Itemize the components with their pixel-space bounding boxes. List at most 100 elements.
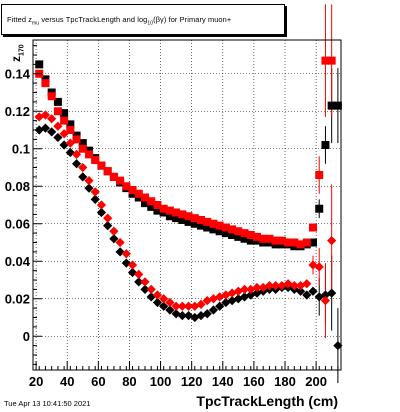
y-axis-label-sub: 170 [18,44,26,56]
square-marker [141,199,149,208]
diamond-marker [109,234,119,244]
square-marker [85,150,93,159]
square-marker [78,139,87,148]
square-marker [141,193,149,202]
diamond-marker [215,301,225,311]
diamond-marker [96,200,107,210]
square-marker [302,238,311,247]
diamond-marker [47,114,57,124]
diamond-marker [127,260,138,270]
square-marker [172,208,181,217]
square-marker [327,101,336,110]
diamond-marker [121,249,131,259]
square-marker [246,236,255,245]
square-marker [47,92,56,101]
square-marker [321,141,330,149]
diamond-marker [295,286,306,296]
diamond-marker [165,297,175,308]
x-tick-label: 180 [274,374,296,389]
diamond-marker [47,127,57,137]
square-marker [53,97,62,106]
square-marker [165,206,174,215]
diamond-marker [159,301,169,311]
title-suffix: (βγ) for Primary muon+ [153,15,232,24]
square-marker [184,212,193,221]
square-marker [333,101,342,110]
y-tick-label: 0.12 [5,104,30,119]
diamond-marker [165,305,175,315]
y-tick-label: 0.06 [5,216,30,231]
y-tick-label: 0.08 [5,179,30,194]
diamond-marker [134,269,144,279]
diamond-marker [302,279,312,289]
square-marker [228,231,237,239]
diamond-marker [327,236,337,246]
square-marker [147,202,156,211]
diamond-marker [271,281,281,291]
square-marker [309,238,317,247]
diamond-marker [202,309,212,319]
square-marker [159,204,168,213]
square-marker [197,221,205,230]
y-axis-label-main: z [9,56,23,62]
square-marker [296,240,305,249]
plot-frame [32,39,342,371]
diamond-marker [289,281,299,291]
diamond-marker [264,281,275,291]
x-tick-label: 200 [305,374,327,389]
diamond-marker [177,311,187,321]
square-marker [321,56,330,65]
square-marker [41,79,50,88]
square-marker [240,229,249,238]
diamond-marker [34,112,44,122]
x-tick-label: 100 [150,374,172,389]
y-tick-label: 0.04 [5,254,31,269]
diamond-marker [146,284,156,294]
axis-ticks [33,45,339,370]
square-marker [97,161,106,170]
diamond-marker [90,187,100,197]
square-marker [221,229,230,238]
diamond-marker [171,301,181,311]
diamond-marker [53,132,63,143]
diamond-marker [314,262,324,272]
diamond-marker [78,162,88,173]
x-tick-label: 160 [243,374,265,389]
y-tick-label: 0 [23,329,30,344]
diamond-marker [103,221,113,231]
y-tick-label: 0.14 [5,66,31,81]
square-marker [215,221,224,230]
square-marker [277,236,286,245]
square-marker [190,214,199,223]
diamond-marker [252,282,262,293]
diamond-marker [183,301,194,311]
square-marker [165,212,174,221]
square-marker [215,227,224,236]
diamond-marker [152,290,163,300]
square-marker [109,172,118,181]
square-marker [309,223,317,232]
diamond-marker [71,149,82,159]
diamond-marker [71,159,82,169]
diamond-marker [84,176,94,186]
timestamp: Tue Apr 13 10:41:50 2021 [4,399,91,408]
square-marker [209,225,218,234]
square-marker [197,216,205,224]
square-marker [221,223,230,232]
square-marker [91,156,100,164]
y-tick-label: 0.02 [5,291,30,306]
square-marker [327,56,336,65]
square-marker [271,236,280,245]
y-tick-label: 0.1 [12,141,30,156]
square-marker [147,197,156,206]
x-tick-label: 120 [181,374,203,389]
diamond-marker [140,277,150,287]
square-marker [253,232,261,241]
square-marker [284,238,293,247]
diamond-marker [320,296,331,306]
x-tick-label: 40 [60,374,74,389]
diamond-marker [53,121,63,131]
square-marker [122,182,131,191]
title-prefix: Fitted z [7,15,33,24]
title-log-subscript: 10 [147,20,154,27]
